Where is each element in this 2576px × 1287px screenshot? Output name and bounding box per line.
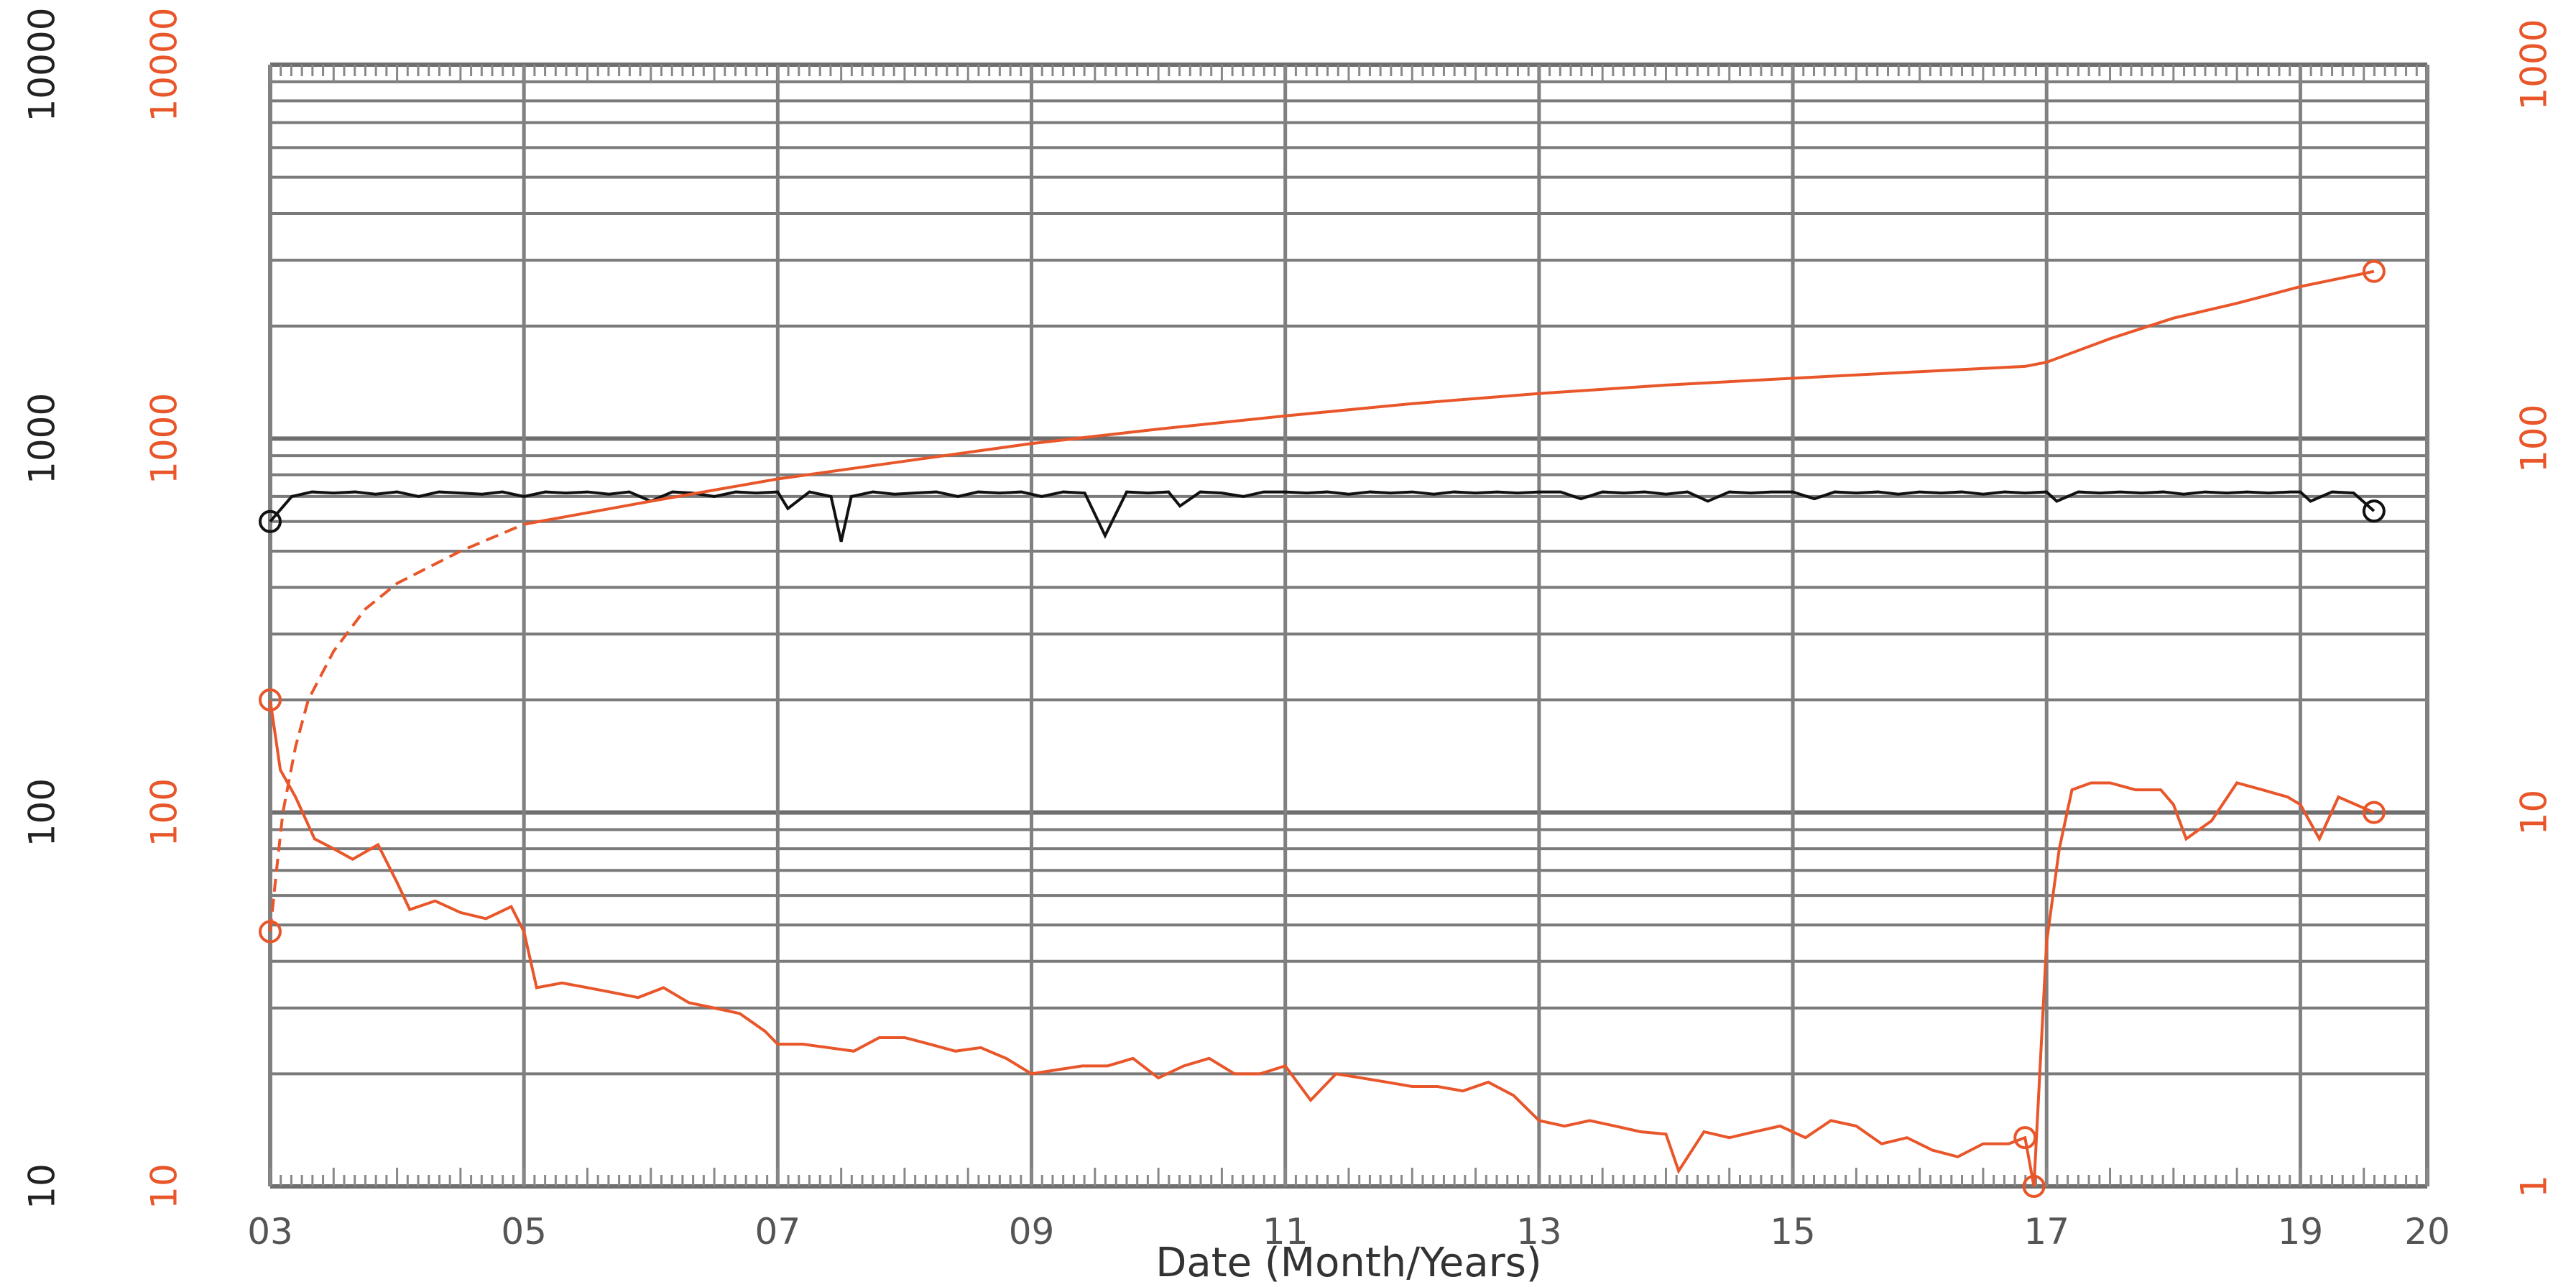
x-tick-label: 15 [1770,1211,1816,1253]
series-1-marker [259,920,282,944]
series-line-2 [269,699,2375,1187]
series-0-marker [259,509,282,533]
y-tick-label-left_black: 10000 [22,7,63,121]
series-1-marker [2362,259,2386,283]
series-0-marker [2362,499,2386,523]
series-2-marker [2013,1126,2037,1150]
x-tick-label: 07 [755,1211,801,1253]
series-2-marker [2362,801,2386,824]
y-tick-label-left_black: 10 [22,1163,63,1209]
x-axis-title: Date (Month/Years) [1155,1240,1541,1286]
x-tick-label: 13 [1516,1211,1562,1253]
series-layer [269,269,2376,1187]
series-2-marker [259,688,282,712]
y-tick-label-left_orange: 1000 [144,393,185,484]
marker-layer [259,259,2386,1198]
y-tick-label-left_black: 1000 [22,393,63,484]
y-tick-label-left_orange: 10 [144,1163,185,1209]
series-line-1 [523,269,2375,526]
x-tick-label: 09 [1009,1211,1055,1253]
label-layer: 03 05 07 09 11 13 15 17 19 20 10 100 1000 10000 10 100 1… [22,7,2555,1253]
y-tick-label-right_orange: 100 [2513,405,2555,473]
x-tick-label: 17 [2023,1211,2069,1253]
x-tick-label: 11 [1262,1211,1308,1253]
x-tick-label: 20 [2404,1211,2450,1253]
x-minor-ticks [269,65,2429,1186]
series-2-marker [2022,1175,2046,1198]
x-tick-label: 19 [2278,1211,2324,1253]
y-tick-label-right_orange: 10 [2513,790,2555,836]
series-line-0 [269,490,2376,543]
x-tick-label: 05 [501,1211,547,1253]
y-tick-label-right_orange: 1 [2513,1175,2555,1198]
y-tick-label-left_orange: 10000 [144,7,185,121]
y-tick-label-left_black: 100 [22,778,63,847]
y-tick-label-right_orange: 1000 [2513,19,2555,110]
series-line-1-dashed [269,522,525,932]
x-tick-label: 03 [247,1211,293,1253]
grid-layer [268,63,2429,1189]
y-tick-label-left_orange: 100 [144,778,185,847]
